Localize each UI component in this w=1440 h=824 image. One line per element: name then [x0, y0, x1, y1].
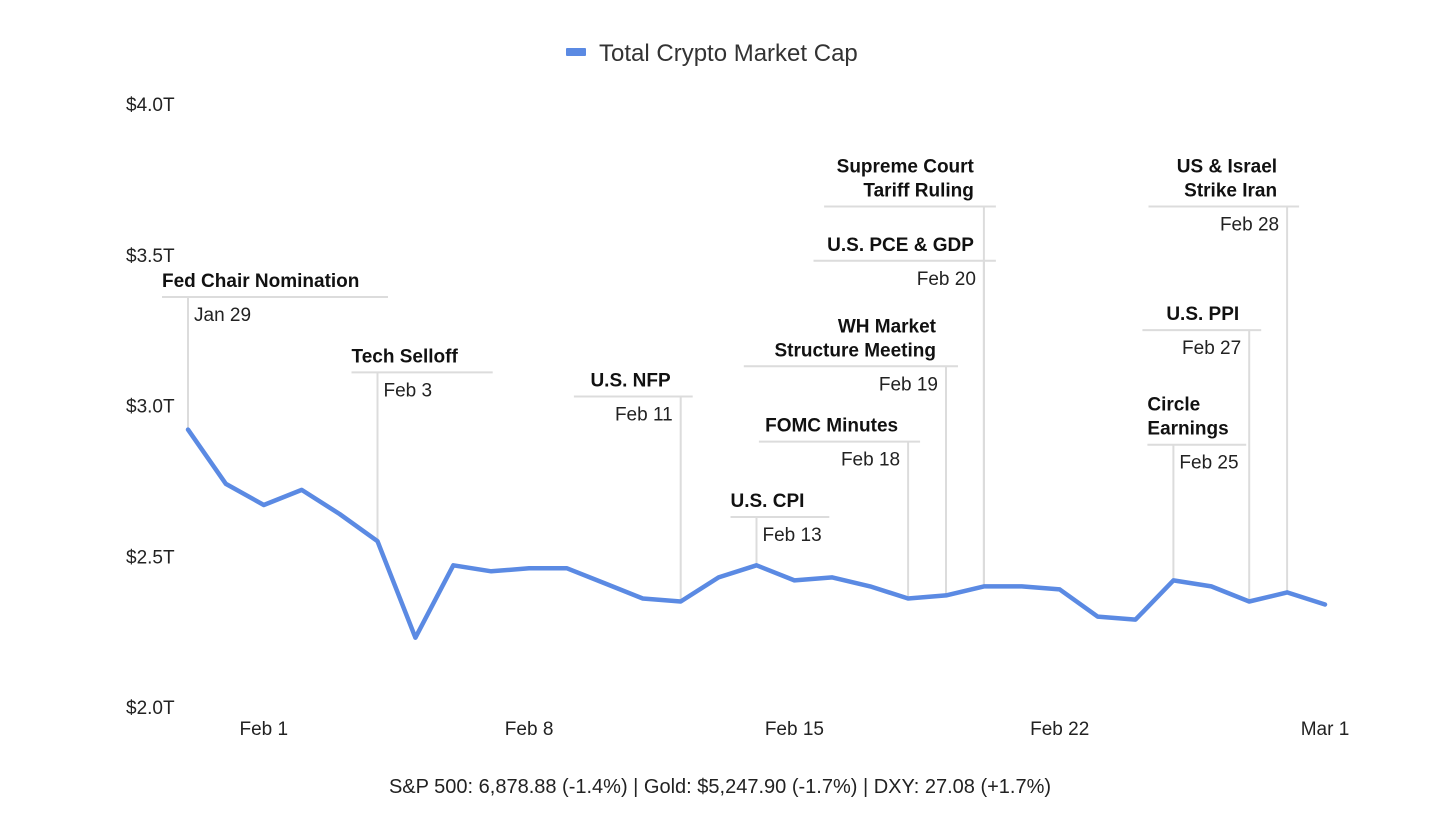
y-tick-label: $4.0T — [126, 95, 175, 116]
annotation: FOMC Minutes Feb 18 — [758, 416, 921, 599]
annotation-date: Feb 19 — [879, 374, 938, 395]
annotation: Tech Selloff Feb 3 — [351, 346, 493, 542]
annotation: US & Israel Strike Iran Feb 28 — [1148, 157, 1300, 593]
annotation-title: Tariff Ruling — [863, 181, 973, 202]
legend-swatch — [566, 48, 586, 56]
y-axis: $2.0T $2.5T $3.0T $3.5T $4.0T — [126, 95, 175, 719]
annotation-title: U.S. CPI — [731, 491, 805, 512]
x-tick-label: Feb 8 — [505, 719, 554, 740]
annotation-date: Feb 25 — [1179, 453, 1238, 474]
y-tick-label: $3.0T — [126, 397, 175, 418]
annotation-title: Strike Iran — [1184, 181, 1277, 202]
annotation-date: Feb 28 — [1220, 215, 1279, 236]
x-tick-label: Feb 15 — [765, 719, 824, 740]
annotation: Circle Earnings Feb 25 — [1147, 395, 1247, 581]
x-tick-label: Feb 22 — [1030, 719, 1089, 740]
annotation-title: Tech Selloff — [352, 346, 459, 367]
chart-legend: Total Crypto Market Cap — [566, 40, 858, 67]
market-summary-footer: S&P 500: 6,878.88 (-1.4%) | Gold: $5,247… — [388, 776, 1052, 798]
annotation: WH Market Structure Meeting Feb 19 — [743, 316, 958, 596]
x-axis: Feb 1 Feb 8 Feb 15 Feb 22 Mar 1 — [240, 719, 1350, 740]
annotation-title: US & Israel — [1177, 157, 1277, 178]
y-tick-label: $2.5T — [126, 547, 175, 568]
annotation: U.S. PCE & GDP Feb 20 — [813, 235, 996, 587]
annotation-date: Feb 11 — [615, 404, 673, 425]
annotation: U.S. PPI Feb 27 — [1142, 304, 1262, 602]
annotation-date: Feb 27 — [1182, 338, 1241, 359]
legend-label: Total Crypto Market Cap — [599, 40, 858, 67]
annotation: U.S. NFP Feb 11 — [573, 370, 693, 602]
annotation-title: WH Market — [838, 316, 937, 337]
annotation-date: Feb 3 — [384, 380, 433, 401]
annotation-title: Earnings — [1147, 419, 1228, 440]
annotation-title: Supreme Court — [837, 157, 975, 178]
x-tick-label: Feb 1 — [240, 719, 289, 740]
annotation-title: Circle — [1147, 395, 1200, 416]
annotation-date: Feb 13 — [763, 525, 822, 546]
annotation-date: Jan 29 — [194, 305, 251, 326]
annotation: U.S. CPI Feb 13 — [730, 491, 830, 566]
annotation-title: U.S. PPI — [1166, 304, 1239, 325]
annotation-date: Feb 18 — [841, 450, 900, 471]
annotation: Fed Chair Nomination Jan 29 — [162, 271, 388, 430]
annotation-title: U.S. NFP — [590, 370, 671, 391]
x-tick-label: Mar 1 — [1301, 719, 1350, 740]
annotation-title: U.S. PCE & GDP — [827, 235, 974, 256]
y-tick-label: $2.0T — [126, 698, 175, 719]
y-tick-label: $3.5T — [126, 246, 175, 267]
annotation-title: FOMC Minutes — [765, 416, 898, 437]
annotation-date: Feb 20 — [917, 269, 976, 290]
series-layer — [185, 427, 1328, 640]
annotation-title: Structure Meeting — [774, 340, 936, 361]
annotation: Supreme Court Tariff Ruling — [824, 157, 996, 587]
annotation-title: Fed Chair Nomination — [162, 271, 359, 292]
